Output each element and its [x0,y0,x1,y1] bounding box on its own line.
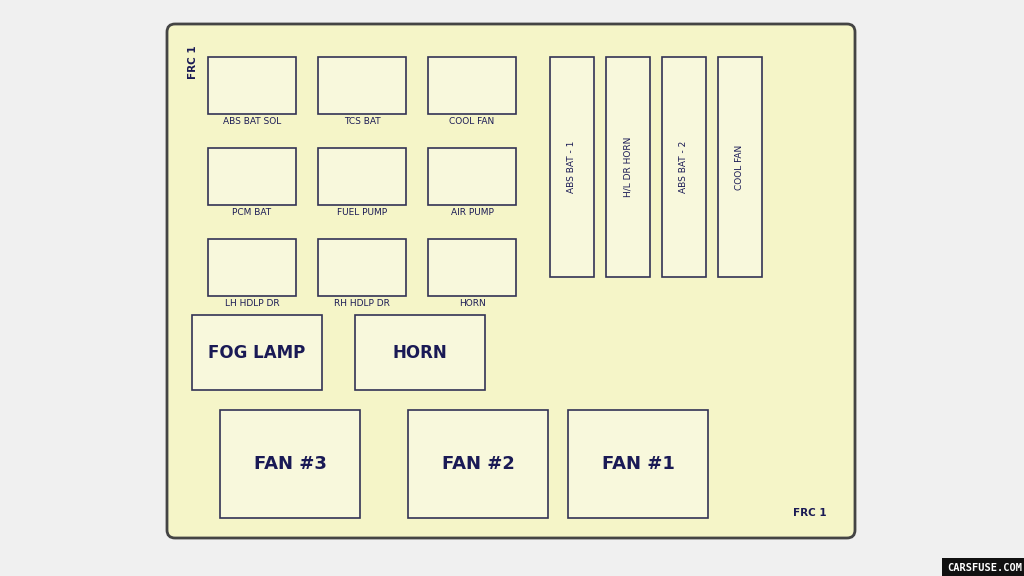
Bar [208,239,296,296]
Text: ABS BAT - 1: ABS BAT - 1 [567,141,577,193]
Text: LH HDLP DR: LH HDLP DR [224,299,280,308]
Text: H/L DR HORN: H/L DR HORN [624,137,633,197]
Bar [428,239,516,296]
Text: ABS BAT - 2: ABS BAT - 2 [680,141,688,193]
Bar [318,239,406,296]
Bar [568,410,708,518]
Bar [428,57,516,114]
Bar [208,57,296,114]
Bar [662,57,706,277]
Bar [606,57,650,277]
Text: PCM BAT: PCM BAT [232,208,271,217]
Bar [408,410,548,518]
Text: AIR PUMP: AIR PUMP [451,208,494,217]
Text: COOL FAN: COOL FAN [450,117,495,126]
Bar [318,57,406,114]
Text: FAN #1: FAN #1 [601,455,675,473]
Text: RH HDLP DR: RH HDLP DR [334,299,390,308]
Bar [193,315,322,390]
Text: FAN #2: FAN #2 [441,455,514,473]
Bar [318,148,406,205]
Text: FRC 1: FRC 1 [794,508,827,518]
Bar [428,148,516,205]
Text: FAN #3: FAN #3 [254,455,327,473]
Text: FRC 1: FRC 1 [188,45,198,79]
Bar [718,57,762,277]
Bar [355,315,485,390]
Text: TCS BAT: TCS BAT [344,117,380,126]
FancyBboxPatch shape [167,24,855,538]
Text: FOG LAMP: FOG LAMP [208,343,305,362]
Bar [220,410,360,518]
Text: COOL FAN: COOL FAN [735,145,744,190]
Text: HORN: HORN [392,343,447,362]
Bar [208,148,296,205]
Text: CARSFUSE.COM: CARSFUSE.COM [947,563,1022,573]
Text: FUEL PUMP: FUEL PUMP [337,208,387,217]
Text: ABS BAT SOL: ABS BAT SOL [223,117,282,126]
Bar [550,57,594,277]
Text: HORN: HORN [459,299,485,308]
